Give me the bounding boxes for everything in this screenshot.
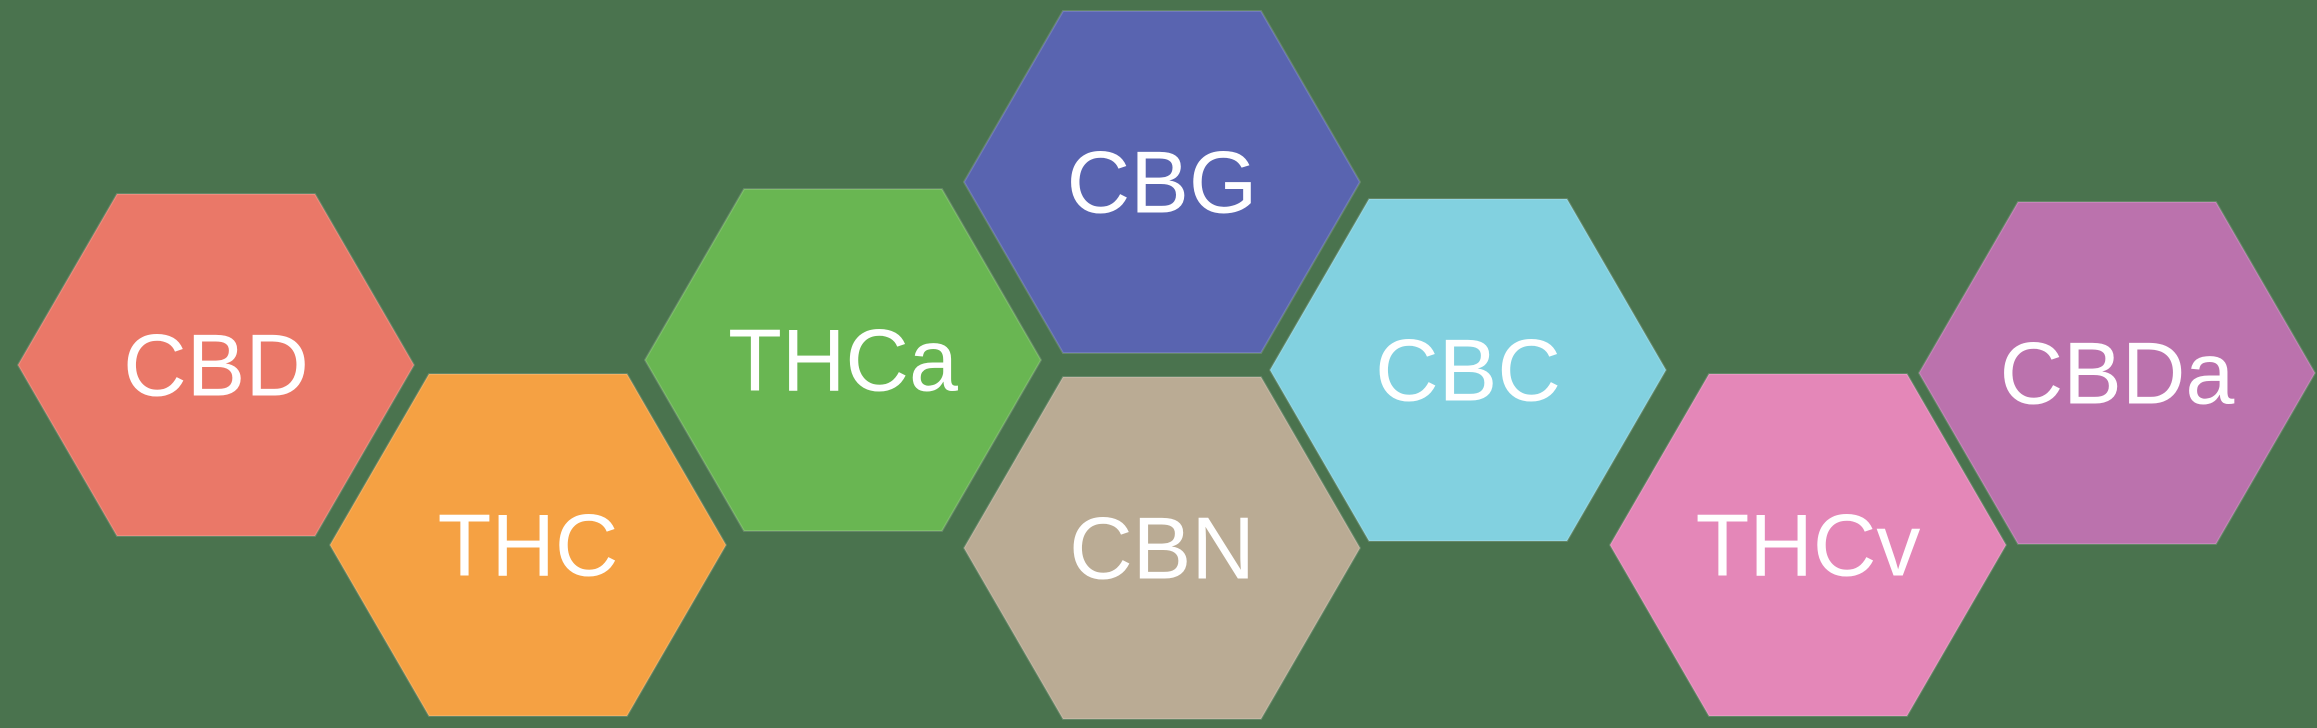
hexagon-shape <box>962 376 1362 720</box>
hexagon-label: THC <box>438 496 619 595</box>
hexagon-shape <box>1268 198 1668 542</box>
hexagon-cbda: CBDa <box>1917 201 2317 545</box>
hexagon-label: CBN <box>1069 499 1255 598</box>
hexagon-shape <box>643 188 1043 532</box>
hexagon-shape <box>328 373 728 717</box>
hexagon-shape <box>1608 373 2008 717</box>
hexagon-label: CBC <box>1375 321 1561 420</box>
hexagon-label: CBG <box>1067 133 1258 232</box>
hexagon-label: CBD <box>123 316 309 415</box>
hexagon-cbc: CBC <box>1268 198 1668 542</box>
hexagon-shape <box>1917 201 2317 545</box>
hexagon-thcv: THCv <box>1608 373 2008 717</box>
hexagon-thca: THCa <box>643 188 1043 532</box>
hexagon-shape <box>962 10 1362 354</box>
hexagon-cbg: CBG <box>962 10 1362 354</box>
hexagon-label: THCa <box>728 311 958 410</box>
hexagon-shape <box>16 193 416 537</box>
hexagon-cbn: CBN <box>962 376 1362 720</box>
hexagon-cbd: CBD <box>16 193 416 537</box>
hexagon-label: THCv <box>1696 496 1921 595</box>
hexagon-thc: THC <box>328 373 728 717</box>
hexagon-label: CBDa <box>2000 324 2235 423</box>
